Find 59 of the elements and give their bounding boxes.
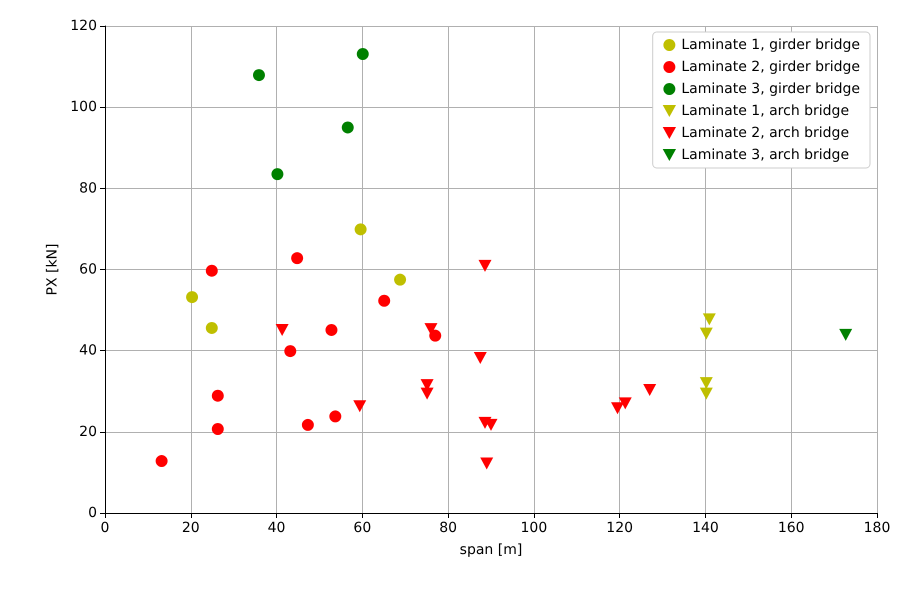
point [700, 328, 713, 340]
point [700, 388, 713, 400]
point [611, 402, 624, 414]
x-axis-title: span [m] [460, 542, 522, 558]
point [212, 390, 224, 402]
point [291, 252, 304, 264]
x-tick-label: 0 [100, 520, 110, 536]
y-tick-label: 100 [70, 99, 97, 116]
point [700, 377, 713, 390]
point [643, 384, 656, 396]
legend-label: Laminate 2, arch bridge [681, 125, 850, 141]
point [212, 422, 224, 435]
point [271, 168, 284, 180]
point [342, 121, 354, 134]
x-tick-label: 40 [268, 520, 286, 536]
point [429, 330, 442, 342]
legend-label: Laminate 1, arch bridge [681, 103, 850, 119]
point [206, 264, 218, 277]
y-tick-label: 20 [79, 424, 97, 440]
legend-label: Laminate 2, girder bridge [681, 59, 860, 75]
point [353, 400, 366, 412]
point [478, 260, 492, 272]
point [284, 345, 296, 358]
point [480, 457, 494, 470]
x-tick-label: 160 [778, 520, 805, 536]
point [474, 352, 487, 364]
point [206, 322, 218, 334]
legend-label: Laminate 3, girder bridge [681, 81, 860, 97]
x-tick-label: 120 [606, 520, 634, 536]
point [420, 388, 434, 400]
point [424, 323, 438, 336]
point [252, 69, 265, 82]
y-tick-label: 40 [79, 342, 97, 359]
point [618, 397, 632, 410]
x-tick-label: 180 [864, 520, 890, 536]
y-tick-label: 0 [88, 505, 97, 521]
x-tick-label: 20 [182, 520, 200, 536]
legend-label: Laminate 3, arch bridge [681, 147, 850, 163]
point [325, 324, 338, 336]
y-tick-label: 80 [79, 180, 97, 196]
x-tick-label: 60 [353, 520, 372, 536]
legend-label: Laminate 1, girder bridge [681, 37, 860, 53]
point [276, 324, 289, 336]
point [356, 48, 369, 60]
x-tick-label: 140 [692, 520, 719, 536]
y-tick-label: 120 [70, 18, 97, 34]
x-tick-label: 80 [439, 520, 458, 536]
point [186, 291, 198, 304]
y-tick-label: 60 [79, 262, 97, 278]
point [839, 328, 852, 341]
point [354, 223, 367, 236]
point [394, 274, 406, 286]
point [156, 455, 168, 468]
x-tick-label: 100 [520, 520, 548, 536]
point [302, 418, 314, 431]
point [329, 410, 342, 422]
y-axis-title: PX [kN] [44, 244, 60, 296]
point [378, 294, 390, 307]
point [702, 313, 716, 326]
